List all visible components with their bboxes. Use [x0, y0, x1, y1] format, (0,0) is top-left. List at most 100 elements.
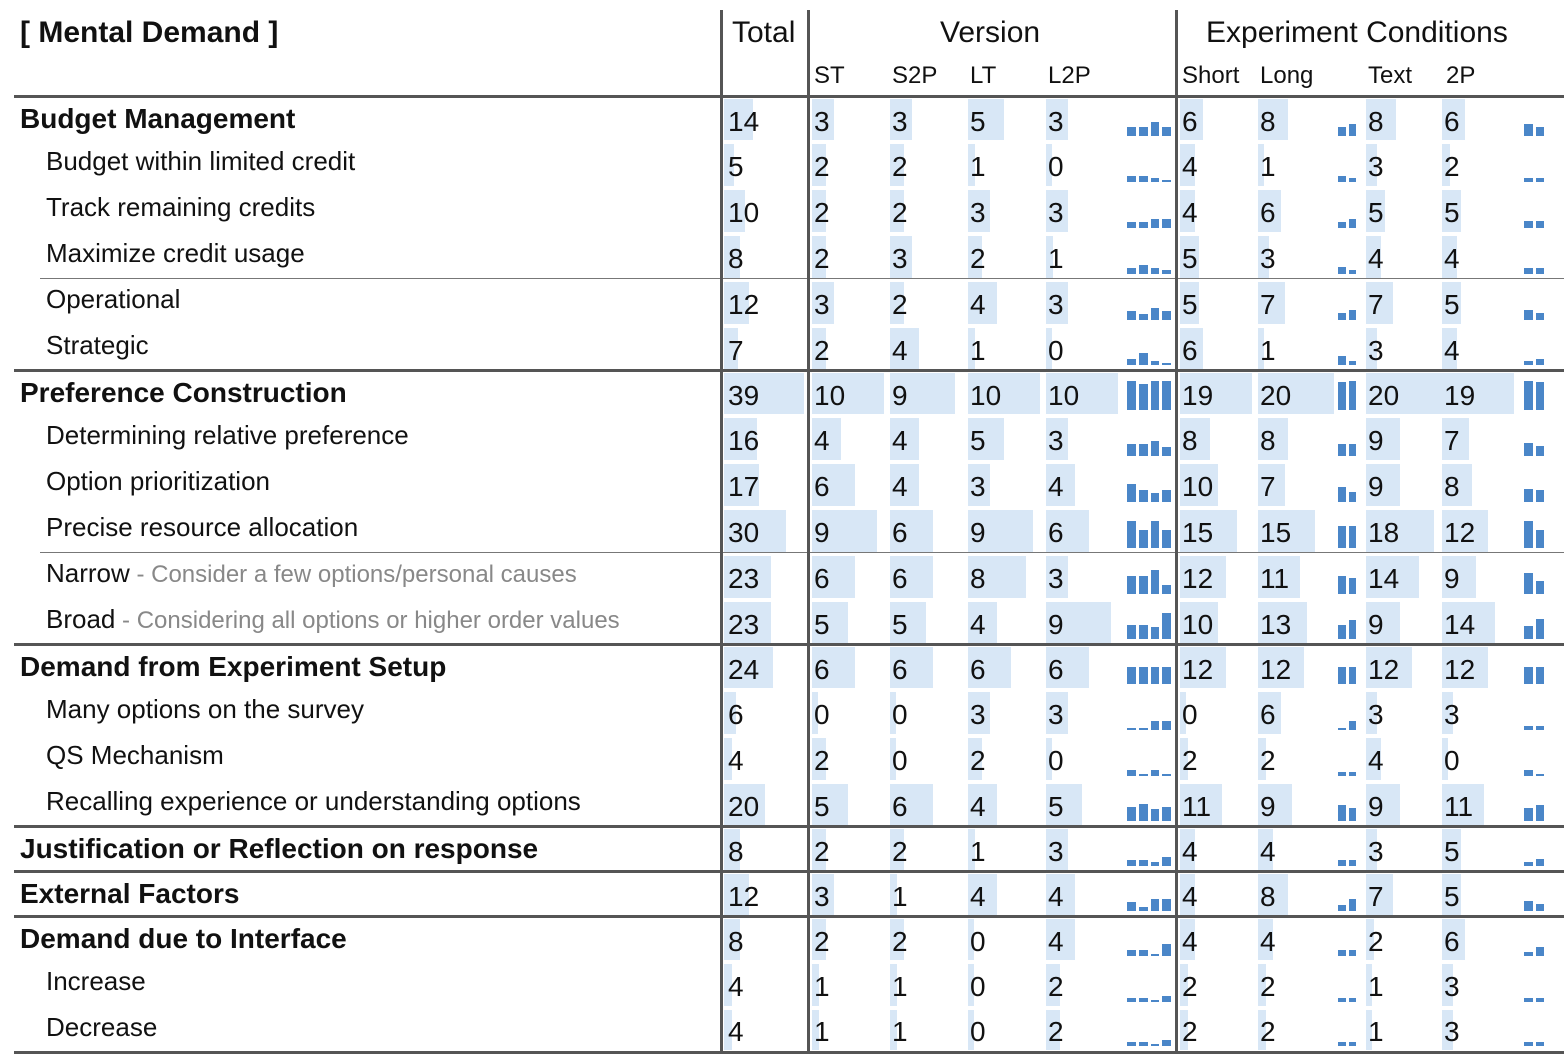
cell-bar — [1180, 190, 1196, 232]
subcategory-label: Option prioritization — [46, 466, 270, 496]
cell-value: 4 — [1444, 243, 1460, 274]
cell-value: 12 — [1260, 654, 1292, 685]
cell-bar — [1180, 919, 1196, 960]
cell-value: 14 — [1444, 609, 1476, 640]
cell-value: 1 — [1048, 243, 1064, 274]
condition-col-header: Long — [1260, 62, 1314, 89]
subgroup-divider — [40, 552, 1564, 553]
cell-value: 10 — [1048, 380, 1080, 411]
sparkline-bar — [1162, 585, 1171, 594]
cell-bar — [812, 964, 820, 1006]
cell-bar — [1046, 236, 1054, 278]
row-divider — [14, 825, 1564, 828]
cell-bar — [890, 738, 896, 780]
cell-bar — [890, 829, 905, 870]
sparkline-bar — [1162, 311, 1171, 320]
cell-bar — [1046, 328, 1052, 369]
sparkline-bar — [1535, 359, 1544, 365]
cell-value: 10 — [728, 197, 760, 228]
cell-bar — [724, 1010, 733, 1050]
cell-bar — [1258, 328, 1264, 369]
sparkline-bar — [1524, 625, 1533, 639]
cell-value: 6 — [892, 517, 908, 548]
cell-value: 4 — [1368, 243, 1384, 274]
cell-value: 2 — [1260, 745, 1276, 776]
sparkline-bar — [1127, 484, 1136, 502]
sparkline-bar — [1138, 624, 1148, 639]
cell-bar — [724, 964, 733, 1006]
sparkline-bar — [1138, 490, 1148, 502]
subcategory-label: Operational — [46, 284, 181, 314]
cell-value: 14 — [728, 106, 760, 137]
cell-value: 6 — [1182, 335, 1198, 366]
sparkline-bar — [1524, 573, 1533, 594]
cell-bar — [968, 464, 990, 506]
sparkline-bar — [1348, 620, 1356, 639]
cell-bar — [968, 964, 974, 1006]
cell-value: 12 — [1368, 654, 1400, 685]
cell-value: 7 — [1368, 881, 1384, 912]
cell-bar — [1258, 373, 1334, 414]
cell-bar — [890, 602, 926, 643]
cell-bar — [968, 510, 1033, 552]
cell-bar — [1180, 829, 1196, 870]
sparkline-bar — [1127, 222, 1136, 228]
sparkline-bar — [1338, 1042, 1346, 1046]
sparkline-bar — [1338, 222, 1346, 228]
cell-bar — [890, 692, 896, 734]
sparkline-bar — [1535, 858, 1544, 866]
cell-value: 5 — [814, 609, 830, 640]
sparkline-bar — [1338, 998, 1346, 1002]
cell-bar — [724, 602, 772, 643]
cell-value: 3 — [1368, 836, 1384, 867]
cell-bar — [812, 556, 856, 598]
sparkline-bar — [1150, 721, 1160, 730]
sparkline-bar — [1162, 381, 1171, 410]
sparkline-bar — [1338, 805, 1346, 821]
cell-bar — [968, 144, 976, 186]
cell-bar — [1046, 464, 1075, 506]
cell-value: 12 — [728, 881, 760, 912]
cell-bar — [890, 328, 919, 369]
subcategory-note: - Consider a few options/personal causes — [129, 561, 577, 588]
cell-value: 4 — [1182, 836, 1198, 867]
cell-bar — [1180, 418, 1211, 460]
cell-value: 2 — [1182, 745, 1198, 776]
cell-value: 1 — [892, 971, 908, 1002]
cell-value: 1 — [1368, 971, 1384, 1002]
cell-value: 4 — [1182, 926, 1198, 957]
cell-bar — [1366, 328, 1378, 369]
cell-value: 7 — [1260, 289, 1276, 320]
cell-value: 3 — [1048, 425, 1064, 456]
cell-bar — [1258, 99, 1289, 140]
sparkline-bar — [1127, 127, 1136, 136]
cell-value: 3 — [1444, 699, 1460, 730]
row-divider — [14, 870, 1564, 873]
cell-bar — [890, 282, 905, 324]
version-col-header: L2P — [1048, 62, 1091, 89]
sparkline-bar — [1162, 490, 1171, 502]
cell-bar — [1366, 829, 1378, 870]
cell-bar — [724, 784, 766, 825]
cell-value: 10 — [1182, 471, 1214, 502]
sparkline-bar — [1138, 353, 1148, 365]
cell-value: 4 — [728, 745, 744, 776]
cell-bar — [1258, 236, 1270, 278]
cell-value: 4 — [1182, 881, 1198, 912]
sparkline-bar — [1138, 774, 1148, 776]
cell-bar — [1180, 874, 1196, 915]
sparkline-bar — [1535, 178, 1544, 182]
cell-bar — [812, 784, 848, 825]
cell-value: 3 — [1048, 836, 1064, 867]
cell-bar — [812, 328, 827, 369]
cell-value: 3 — [892, 106, 908, 137]
sparkline-bar — [1338, 487, 1346, 502]
sparkline-bar — [1138, 127, 1148, 136]
sparkline-bar — [1138, 176, 1148, 182]
cell-value: 5 — [814, 791, 830, 822]
cell-value: 3 — [1368, 335, 1384, 366]
sparkline-bar — [1348, 525, 1356, 548]
cell-value: 4 — [1182, 197, 1198, 228]
cell-value: 8 — [728, 926, 744, 957]
cell-bar — [1180, 464, 1218, 506]
